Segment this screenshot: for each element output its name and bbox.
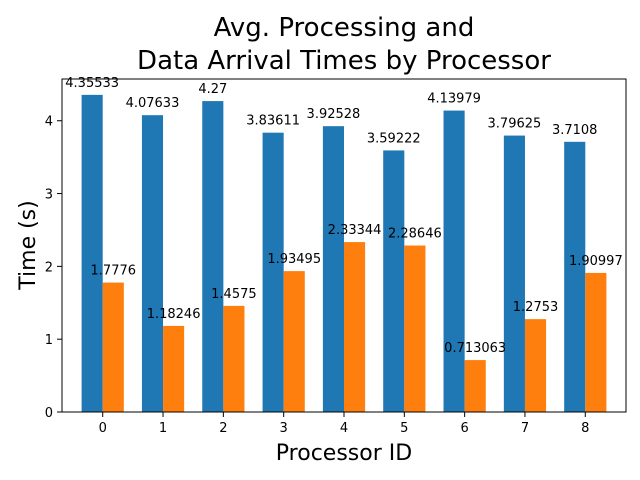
x-tick-label-7: 7 [521, 421, 529, 436]
data-label-series-1-processor-7: 1.2753 [513, 300, 559, 315]
data-label-series-1-processor-0: 1.7776 [91, 264, 137, 279]
bar-series-0-processor-5 [383, 150, 405, 413]
x-axis-ticks: 0 1 2 3 4 5 6 7 8 [99, 412, 589, 436]
y-axis-label: Time (s) [16, 200, 41, 290]
y-tick-label-3: 3 [45, 188, 53, 203]
plot-frame [61, 78, 627, 413]
bar-series-1-processor-6 [464, 360, 486, 412]
data-labels-group: 4.35533 4.07633 4.27 3.83611 3.92528 3.59222 4… [65, 76, 622, 356]
data-label-series-0-processor-0: 4.35533 [65, 76, 119, 91]
x-tick-label-8: 8 [581, 421, 589, 436]
data-label-series-0-processor-3: 3.83611 [246, 114, 300, 129]
y-tick-label-1: 1 [45, 333, 53, 348]
chart-title-line-2: Data Arrival Times by Processor [137, 46, 551, 76]
data-label-series-0-processor-1: 4.07633 [126, 96, 180, 111]
x-tick-label-2: 2 [219, 421, 227, 436]
y-tick-label-2: 2 [45, 260, 53, 275]
bar-series-1-processor-8 [585, 272, 607, 412]
bar-series-0-processor-3 [262, 132, 284, 412]
data-label-series-0-processor-4: 3.92528 [307, 107, 361, 122]
data-label-series-1-processor-3: 1.93495 [267, 252, 321, 267]
data-label-series-1-processor-1: 1.18246 [147, 307, 201, 322]
x-tick-label-4: 4 [340, 421, 348, 436]
x-tick-label-6: 6 [461, 421, 469, 436]
bar-series-1-processor-3 [283, 271, 305, 412]
chart-title-line-1: Avg. Processing and [214, 13, 475, 43]
data-label-series-1-processor-6: 0.713063 [444, 341, 506, 356]
y-axis-ticks: 0 1 2 3 4 [45, 115, 62, 421]
bar-series-1-processor-7 [524, 319, 547, 412]
bar-series-1-processor-5 [404, 245, 426, 412]
data-label-series-0-processor-6: 4.13979 [427, 92, 481, 107]
data-label-series-0-processor-7: 3.79625 [488, 117, 542, 132]
bar-series-0-processor-2 [202, 101, 224, 412]
x-axis-label: Processor ID [276, 441, 412, 466]
data-label-series-1-processor-5: 2.28646 [388, 227, 442, 242]
y-tick-label-0: 0 [45, 406, 53, 421]
bar-series-1-processor-0 [102, 282, 124, 412]
data-label-series-0-processor-5: 3.59222 [367, 131, 421, 146]
data-label-series-0-processor-2: 4.27 [198, 82, 227, 97]
bar-series-1-processor-4 [344, 242, 366, 412]
bars-group [81, 94, 607, 413]
data-label-series-0-processor-8: 3.7108 [552, 123, 598, 138]
bar-series-0-processor-0 [81, 94, 103, 413]
bar-series-0-processor-4 [322, 126, 344, 413]
x-tick-label-0: 0 [99, 421, 107, 436]
x-tick-label-1: 1 [159, 421, 167, 436]
bar-series-0-processor-8 [564, 141, 586, 413]
bar-series-0-processor-1 [141, 115, 164, 413]
x-tick-label-3: 3 [280, 421, 288, 436]
bar-series-0-processor-7 [503, 135, 525, 412]
data-label-series-1-processor-2: 1.4575 [211, 287, 257, 302]
data-label-series-1-processor-4: 2.33344 [328, 223, 382, 238]
bar-series-1-processor-2 [223, 305, 245, 412]
bar-series-1-processor-1 [163, 325, 185, 412]
data-label-series-1-processor-8: 1.90997 [569, 254, 623, 269]
x-tick-label-5: 5 [400, 421, 408, 436]
y-tick-label-4: 4 [45, 115, 53, 130]
bar-series-0-processor-6 [443, 110, 465, 412]
